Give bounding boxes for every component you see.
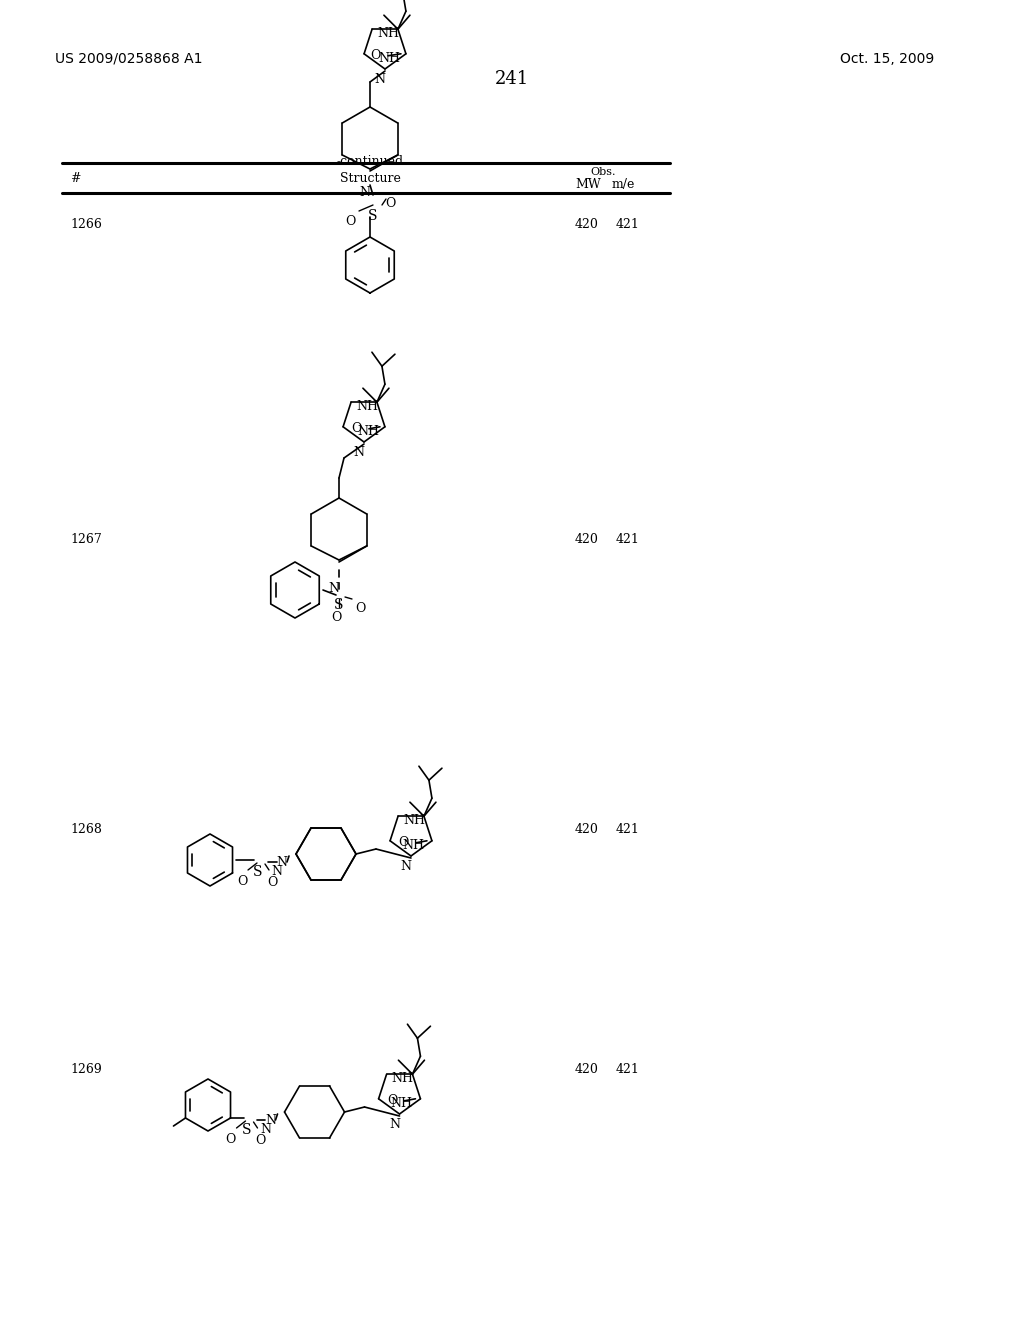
Text: Structure: Structure	[340, 172, 400, 185]
Text: N: N	[276, 855, 288, 869]
Text: NH: NH	[403, 814, 425, 828]
Text: S: S	[253, 865, 263, 879]
Text: O: O	[371, 49, 381, 62]
Text: NH: NH	[357, 425, 379, 438]
Text: 421: 421	[616, 218, 640, 231]
Text: NH: NH	[390, 1097, 413, 1110]
Text: O: O	[331, 611, 341, 624]
Text: N: N	[265, 1114, 276, 1127]
Text: N: N	[329, 582, 340, 595]
Text: MW: MW	[575, 178, 601, 191]
Text: Obs.: Obs.	[590, 168, 615, 177]
Text: 1267: 1267	[70, 533, 101, 546]
Text: S: S	[242, 1123, 251, 1137]
Text: O: O	[398, 836, 410, 849]
Text: 1269: 1269	[70, 1063, 101, 1076]
Text: 241: 241	[495, 70, 529, 88]
Text: 1268: 1268	[70, 822, 101, 836]
Text: -continued: -continued	[337, 154, 403, 168]
Text: 420: 420	[575, 1063, 599, 1076]
Text: m/e: m/e	[612, 178, 635, 191]
Text: O: O	[267, 876, 278, 888]
Text: N: N	[400, 861, 412, 873]
Text: #: #	[70, 172, 81, 185]
Text: O: O	[225, 1133, 236, 1146]
Text: 421: 421	[616, 533, 640, 546]
Text: O: O	[355, 602, 366, 615]
Text: O: O	[237, 875, 247, 888]
Text: 421: 421	[616, 1063, 640, 1076]
Text: O: O	[345, 215, 355, 228]
Text: N: N	[353, 446, 365, 459]
Text: 420: 420	[575, 218, 599, 231]
Text: NH: NH	[356, 400, 378, 413]
Text: NH: NH	[377, 28, 399, 40]
Text: Oct. 15, 2009: Oct. 15, 2009	[840, 51, 934, 66]
Text: S: S	[369, 209, 378, 223]
Text: O: O	[387, 1094, 397, 1106]
Text: N: N	[260, 1123, 271, 1137]
Text: O: O	[385, 197, 395, 210]
Text: O: O	[255, 1134, 265, 1147]
Text: 1266: 1266	[70, 218, 101, 231]
Text: O: O	[351, 422, 362, 434]
Text: NH: NH	[378, 51, 400, 65]
Text: 420: 420	[575, 533, 599, 546]
Text: NH: NH	[391, 1072, 414, 1085]
Text: NH: NH	[402, 838, 424, 851]
Text: N: N	[389, 1118, 400, 1131]
Text: 420: 420	[575, 822, 599, 836]
Text: N: N	[359, 186, 371, 199]
Text: 421: 421	[616, 822, 640, 836]
Text: US 2009/0258868 A1: US 2009/0258868 A1	[55, 51, 203, 66]
Text: N: N	[375, 73, 385, 86]
Text: S: S	[334, 598, 344, 612]
Text: N: N	[271, 865, 283, 878]
